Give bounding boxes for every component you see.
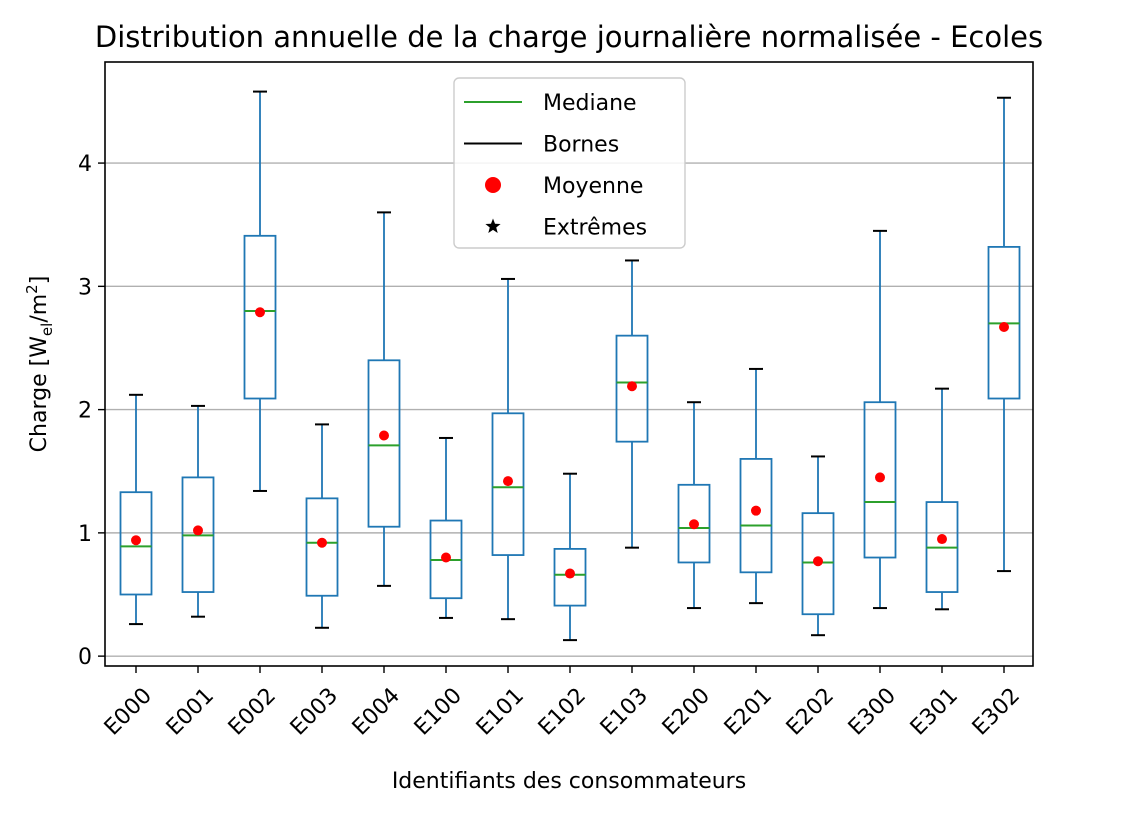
box-rect (863, 401, 897, 559)
x-axis-label: Identifiants des consommateurs (392, 769, 746, 794)
y-tick-label-1: 1 (78, 522, 92, 547)
mean-point (503, 476, 513, 487)
box-E004 (367, 211, 401, 587)
legend-label: Bornes (543, 133, 619, 158)
box-rect (615, 334, 649, 443)
box-E200 (677, 401, 711, 610)
box-E000 (119, 393, 153, 626)
mean-point (255, 307, 265, 318)
legend-marker (485, 177, 501, 193)
box-rect (119, 491, 153, 596)
box-rect (305, 497, 339, 597)
legend-label: Moyenne (543, 174, 643, 199)
box-rect (491, 412, 525, 556)
box-E001 (181, 404, 215, 618)
chart-title: Distribution annuelle de la charge journ… (95, 20, 1043, 54)
mean-point (937, 534, 947, 545)
box-E202 (801, 455, 835, 637)
legend-entry-extr-mes: Extrêmes (485, 216, 647, 241)
box-rect (553, 547, 587, 607)
legend-label: Extrêmes (543, 216, 647, 241)
box-rect (801, 512, 835, 616)
mean-point (751, 505, 761, 516)
mean-point (131, 535, 141, 546)
box-E300 (863, 229, 897, 610)
box-rect (367, 359, 401, 528)
box-E002 (243, 90, 277, 492)
box-E102 (553, 472, 587, 642)
mean-point (627, 381, 637, 392)
legend-box (453, 77, 686, 249)
box-rect (243, 234, 277, 400)
box-E302 (987, 96, 1021, 573)
mean-point (317, 537, 327, 548)
box-rect (677, 483, 711, 564)
legend-entry-moyenne: Moyenne (485, 174, 643, 199)
mean-point (813, 556, 823, 567)
legend: Mediane Bornes Moyenne Extrêmes (453, 77, 686, 249)
box-E003 (305, 423, 339, 629)
y-axis-label: Charge [Wel/m2] (23, 276, 56, 453)
box-E101 (491, 277, 525, 621)
mean-point (193, 525, 203, 536)
mean-point (565, 568, 575, 579)
y-tick-label-3: 3 (78, 275, 92, 300)
legend-entry-mediane: Mediane (464, 91, 637, 116)
legend-entry-bornes: Bornes (464, 133, 619, 158)
legend-marker (485, 218, 501, 233)
mean-point (875, 472, 885, 483)
mean-point (441, 552, 451, 563)
y-tick-label-0: 0 (78, 645, 92, 670)
box-E301 (925, 387, 959, 611)
box-plots (119, 90, 1021, 642)
plot-frame (104, 61, 1034, 667)
mean-point (999, 322, 1009, 333)
box-rect (739, 458, 773, 574)
legend-label: Mediane (543, 91, 637, 116)
y-tick-label-4: 4 (78, 152, 92, 177)
mean-point (379, 430, 389, 441)
box-E103 (615, 259, 649, 549)
box-E100 (429, 436, 463, 619)
mean-point (689, 519, 699, 530)
box-E201 (739, 367, 773, 605)
y-axis-ticks: 0 1 2 3 4 (78, 152, 105, 670)
y-tick-label-2: 2 (78, 399, 92, 424)
